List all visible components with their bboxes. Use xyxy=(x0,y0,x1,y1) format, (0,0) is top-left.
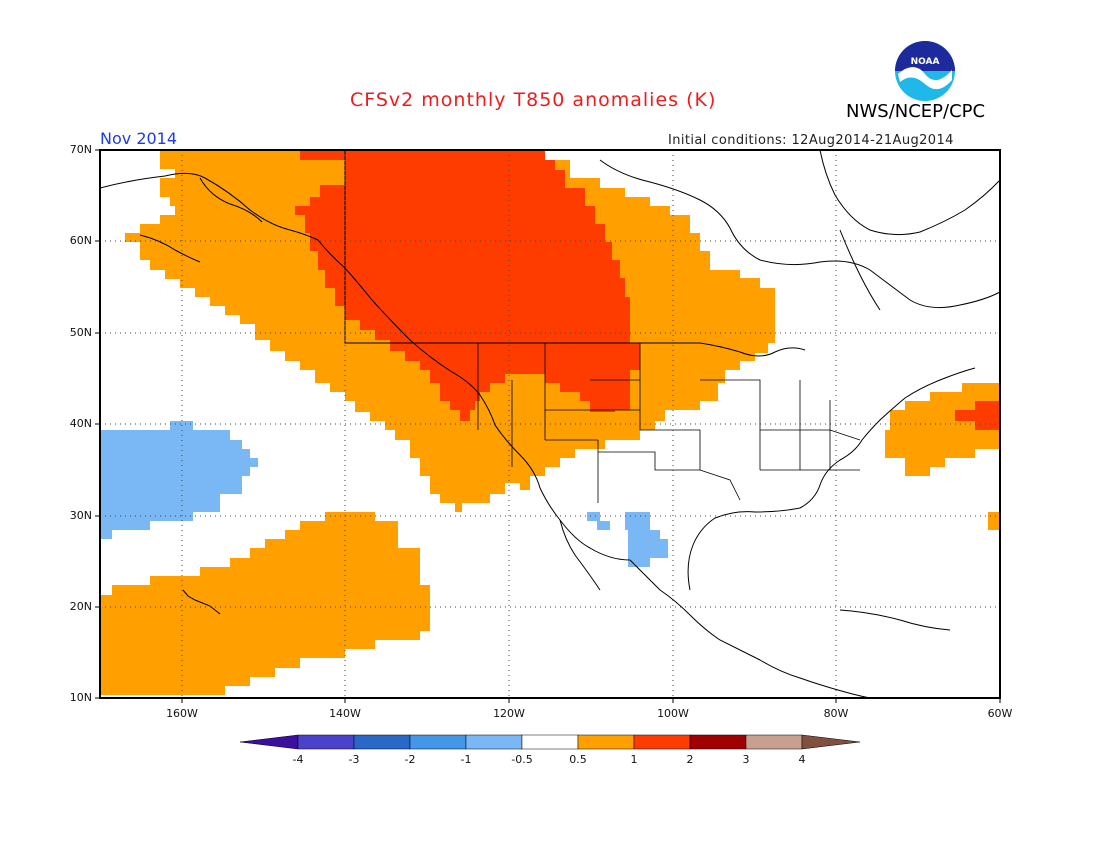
colorbar-label: 1 xyxy=(630,753,638,766)
strong-warm-anomaly-canada xyxy=(295,150,640,421)
colorbar-bin xyxy=(633,734,691,750)
colorbar-bin xyxy=(521,734,579,750)
lon-label-80w: 80W xyxy=(823,707,849,720)
colorbar-label: 4 xyxy=(798,753,806,766)
lat-label-70n: 70N xyxy=(69,143,92,156)
colorbar-label: -4 xyxy=(292,753,304,766)
colorbar-label: -2 xyxy=(404,753,416,766)
agency-label: NWS/NCEP/CPC xyxy=(846,101,986,122)
colorbar-bin xyxy=(353,734,411,750)
noaa-logo: NOAA xyxy=(895,41,955,101)
colorbar-label: -3 xyxy=(348,753,360,766)
lon-label-60w: 60W xyxy=(987,707,1013,720)
strong-warm-anomaly-atlantic xyxy=(955,401,1000,430)
lat-label-20n: 20N xyxy=(69,600,92,613)
forecast-month: Nov 2014 xyxy=(100,129,178,148)
colorbar-label: -1 xyxy=(460,753,472,766)
lat-label-50n: 50N xyxy=(69,326,92,339)
colorbar-label: 0.5 xyxy=(569,753,587,766)
cold-anomaly-central-pacific xyxy=(100,421,258,539)
lon-label-160w: 160W xyxy=(166,707,198,720)
colorbar-bin xyxy=(465,734,523,750)
lat-label-30n: 30N xyxy=(69,509,92,522)
warm-anomaly-subtropical-pacific xyxy=(100,512,430,695)
colorbar-bin xyxy=(689,734,747,750)
lat-label-60n: 60N xyxy=(69,234,92,247)
lon-label-120w: 120W xyxy=(493,707,525,720)
cold-anomaly-northern-mexico xyxy=(625,512,668,567)
lon-label-140w: 140W xyxy=(329,707,361,720)
colorbar-bin xyxy=(577,734,635,750)
lat-label-40n: 40N xyxy=(69,417,92,430)
colorbar-label: 2 xyxy=(686,753,694,766)
warm-anomaly-western-atlantic xyxy=(885,383,1000,476)
map-title: CFSv2 monthly T850 anomalies (K) xyxy=(350,89,717,111)
colorbar-label: -0.5 xyxy=(511,753,533,766)
logo-text: NOAA xyxy=(911,57,940,67)
lat-label-10n: 10N xyxy=(69,691,92,704)
initial-conditions: Initial conditions: 12Aug2014-21Aug2014 xyxy=(668,133,954,148)
colorbar-bin xyxy=(409,734,467,750)
colorbar-label: 3 xyxy=(742,753,750,766)
colorbar-bin xyxy=(297,734,355,750)
colorbar-arrow-high xyxy=(801,734,861,750)
lon-label-100w: 100W xyxy=(657,707,689,720)
colorbar-arrow-low xyxy=(239,734,299,750)
colorbar-bin xyxy=(745,734,803,750)
